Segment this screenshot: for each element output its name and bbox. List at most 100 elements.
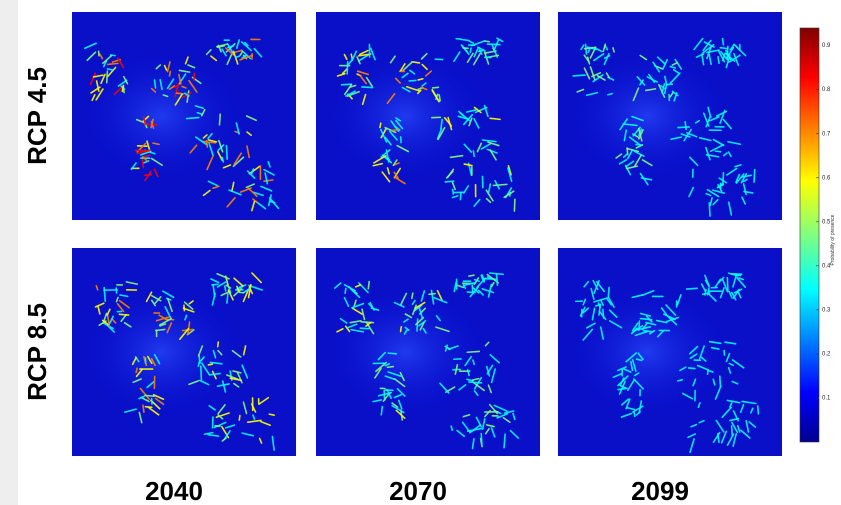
map-halo xyxy=(327,54,484,179)
map-streak xyxy=(497,274,498,285)
map-streak xyxy=(723,39,724,45)
map-streak xyxy=(445,181,453,182)
map-streak xyxy=(469,275,474,276)
map-streak xyxy=(207,141,208,147)
map-streak xyxy=(687,288,697,289)
map-streak xyxy=(136,368,137,372)
map-streak xyxy=(460,192,461,199)
map-streak xyxy=(685,122,686,130)
colorbar-tick-label: 0.9 xyxy=(822,43,831,49)
colorbar-tick-label: 0.2 xyxy=(822,351,831,357)
map-streak xyxy=(143,405,144,412)
map-streak xyxy=(239,416,240,421)
map-streak xyxy=(269,414,274,415)
map-streak xyxy=(490,118,500,119)
map-streak xyxy=(187,118,199,119)
map-streak xyxy=(470,48,471,52)
map-streak xyxy=(718,57,719,63)
map-panel xyxy=(72,248,296,456)
map-streak xyxy=(417,319,418,331)
column-label: 2070 xyxy=(389,476,447,505)
map-streak xyxy=(226,146,227,159)
map-streak xyxy=(401,327,402,332)
map-streak xyxy=(227,294,228,304)
map-streak xyxy=(754,170,755,182)
map-streak xyxy=(485,41,489,42)
map-streak xyxy=(347,62,348,74)
map-streak xyxy=(467,351,479,352)
left-border xyxy=(0,0,18,505)
map-streak xyxy=(208,364,212,365)
colorbar-tick-label: 0.8 xyxy=(822,87,831,93)
map-streak xyxy=(169,72,170,76)
map-streak xyxy=(429,294,435,295)
map-streak xyxy=(409,80,416,81)
row-label: RCP 4.5 xyxy=(22,67,52,165)
map-halo xyxy=(327,290,484,415)
map-streak xyxy=(219,114,220,125)
map-streak xyxy=(212,284,218,285)
map-streak xyxy=(225,286,226,291)
map-streak xyxy=(368,282,369,289)
map-streak xyxy=(453,189,454,194)
map-streak xyxy=(720,376,721,386)
map-grid xyxy=(72,12,782,456)
column-label: 2099 xyxy=(631,476,689,505)
colorbar-tick-label: 0.1 xyxy=(822,396,831,402)
map-streak xyxy=(727,46,728,59)
map-streak xyxy=(176,93,183,94)
colorbar-label: Probability of presence xyxy=(830,214,836,265)
map-streak xyxy=(678,380,682,381)
map-streak xyxy=(107,71,108,82)
map-streak xyxy=(381,407,382,415)
map-streak xyxy=(108,63,118,64)
map-streak xyxy=(362,87,373,88)
map-streak xyxy=(608,94,612,95)
map-streak xyxy=(412,62,420,63)
map-streak xyxy=(723,173,724,185)
map-streak xyxy=(613,48,614,52)
map-panel xyxy=(558,248,782,456)
map-streak xyxy=(467,292,475,293)
map-panel xyxy=(72,12,296,220)
map-streak xyxy=(715,151,720,152)
figure: 0.10.20.30.40.50.60.70.80.9 Probability … xyxy=(0,0,841,505)
map-streak xyxy=(493,184,506,185)
map-streak xyxy=(634,412,635,416)
map-streak xyxy=(142,159,143,167)
map-streak xyxy=(481,434,482,445)
map-streak xyxy=(218,342,219,347)
map-streak xyxy=(487,44,500,45)
map-streak xyxy=(145,174,151,175)
map-panel xyxy=(558,12,782,220)
colorbar xyxy=(800,28,819,442)
map-streak xyxy=(107,69,112,70)
colorbar-tick-label: 0.3 xyxy=(822,307,831,313)
map-streak xyxy=(461,39,469,40)
figure-canvas: 0.10.20.30.40.50.60.70.80.9 Probability … xyxy=(0,0,841,505)
map-streak xyxy=(154,80,155,88)
map-streak xyxy=(380,123,381,127)
map-streak xyxy=(720,48,727,49)
map-halo xyxy=(83,290,240,415)
map-streak xyxy=(473,151,474,156)
colorbar-tick-label: 0.6 xyxy=(822,175,831,181)
map-streak xyxy=(392,130,398,131)
map-streak xyxy=(469,382,482,383)
map-streak xyxy=(608,288,609,298)
map-streak xyxy=(360,328,368,329)
map-streak xyxy=(156,329,165,330)
map-streak xyxy=(412,293,413,298)
map-streak xyxy=(433,87,439,88)
map-streak xyxy=(758,406,759,414)
column-label: 2040 xyxy=(145,476,203,505)
map-streak xyxy=(504,434,505,448)
row-label: RCP 8.5 xyxy=(22,303,52,401)
map-streak xyxy=(689,368,695,369)
map-panel xyxy=(316,248,540,456)
map-streak xyxy=(678,127,689,128)
map-streak xyxy=(119,314,128,315)
map-streak xyxy=(387,367,393,368)
map-panel xyxy=(316,12,540,220)
map-streak xyxy=(201,366,202,379)
